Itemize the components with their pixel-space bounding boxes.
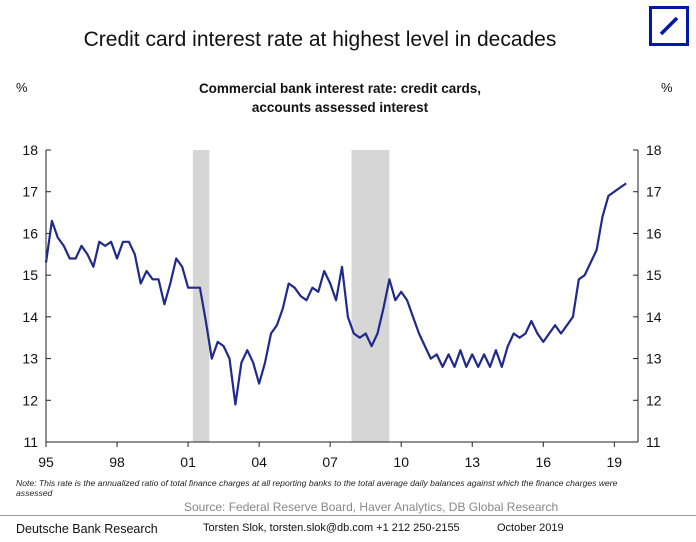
y-tick-label-left: 17	[22, 184, 38, 200]
y-tick-label-left: 14	[22, 309, 38, 325]
y-tick-label-right: 11	[646, 434, 661, 450]
x-tick-label: 19	[607, 454, 623, 470]
y-tick-label-left: 13	[22, 351, 38, 367]
footer-author: Torsten Slok, torsten.slok@db.com +1 212…	[203, 522, 460, 534]
y-tick-label-right: 15	[646, 267, 662, 283]
footer-org: Deutsche Bank Research	[16, 522, 158, 536]
chart-subtitle-line-1: Commercial bank interest rate: credit ca…	[198, 81, 482, 96]
y-tick-label-right: 12	[646, 392, 662, 408]
x-tick-label: 13	[464, 454, 480, 470]
y-tick-label-right: 14	[646, 309, 662, 325]
source-text: Source: Federal Reserve Board, Haver Ana…	[184, 500, 559, 514]
y-tick-label-right: 18	[646, 142, 662, 158]
x-tick-label: 98	[109, 454, 125, 470]
y-tick-label-left: 16	[22, 225, 38, 241]
x-tick-label: 95	[38, 454, 54, 470]
chart-subtitle: Commercial bank interest rate: credit ca…	[135, 79, 545, 117]
x-tick-label: 10	[393, 454, 409, 470]
x-tick-label: 01	[180, 454, 196, 470]
y-tick-label-left: 11	[23, 434, 38, 450]
footer-divider	[0, 515, 696, 516]
chart-title: Credit card interest rate at highest lev…	[83, 28, 557, 51]
y-tick-label-right: 13	[646, 351, 662, 367]
right-axis-unit: %	[661, 80, 673, 95]
x-tick-label: 16	[535, 454, 551, 470]
x-tick-label: 07	[322, 454, 338, 470]
y-tick-label-right: 17	[646, 184, 662, 200]
y-tick-label-left: 15	[22, 267, 38, 283]
chart-subtitle-line-2: accounts assessed interest	[251, 100, 429, 115]
y-tick-label-left: 12	[22, 392, 38, 408]
chart-note: Note: This rate is the annualized ratio …	[16, 478, 618, 498]
y-tick-label-left: 18	[22, 142, 38, 158]
recession-band-2	[351, 150, 390, 442]
footer-date: October 2019	[497, 522, 564, 534]
series-line-1	[44, 182, 627, 406]
y-tick-label-right: 16	[646, 225, 662, 241]
x-tick-label: 04	[251, 454, 267, 470]
left-axis-unit: %	[16, 80, 28, 95]
deutsche-bank-logo-icon	[649, 6, 689, 46]
